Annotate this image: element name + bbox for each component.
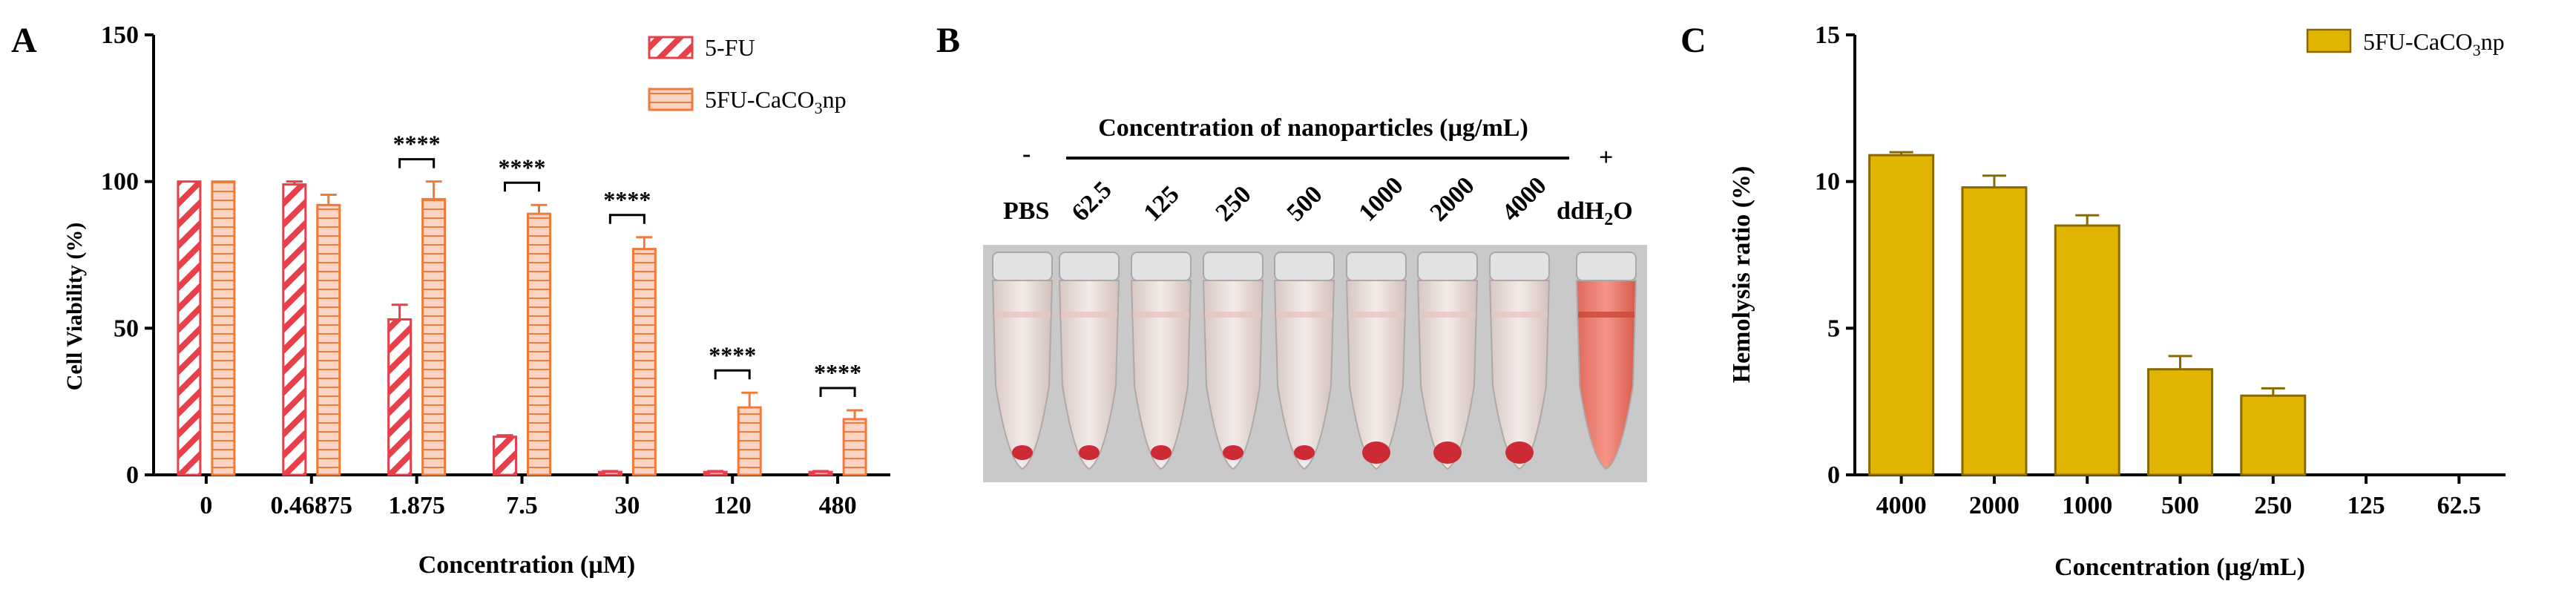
panel-b-letter: B — [936, 21, 960, 60]
bar-5fu-0 — [177, 180, 202, 476]
bar-5fu-caco3np-480 — [842, 418, 867, 476]
chart-a-xtick-label: 7.5 — [506, 492, 538, 519]
significance-label: **** — [709, 341, 756, 368]
bar-5fu-caco3np-0 — [211, 180, 236, 476]
tube-label-1000: 1000 — [1353, 171, 1408, 226]
bar-5fu-caco3np-7.5 — [527, 212, 551, 476]
chart-c-ytick-label: 5 — [1827, 315, 1840, 342]
tube-4000 — [1488, 252, 1551, 470]
chart-c-ytick-label: 0 — [1827, 462, 1840, 489]
bar-hemolysis-4000 — [1868, 154, 1935, 476]
bar-5fu-caco3np-0.46875 — [316, 203, 341, 476]
chart-a-xtick-label: 1.875 — [388, 492, 445, 519]
bar-hemolysis-500 — [2147, 368, 2213, 476]
tube-500 — [1273, 252, 1335, 470]
bar-5fu-1.875 — [387, 318, 413, 476]
significance-bracket — [714, 369, 751, 380]
chart-c-legend: 5FU-CaCO3np — [2306, 28, 2505, 59]
panel-b-minus: - — [1022, 140, 1031, 168]
chart-c-ytick-label: 10 — [1815, 168, 1840, 196]
legend-label-5fu-caco3np: 5FU-CaCO3np — [705, 86, 847, 117]
chart-a-ytick-label: 150 — [101, 22, 139, 49]
chart-a-ylabel: Cell Viability (%) — [62, 223, 87, 391]
tube-125 — [1130, 252, 1192, 470]
bar-5fu-caco3np-30 — [631, 248, 657, 476]
tube-label-62.5: 62.5 — [1066, 176, 1117, 226]
tube-label-500: 500 — [1281, 180, 1327, 226]
chart-c-ylabel: Hemolysis ratio (%) — [1728, 166, 1755, 384]
tube-pbs — [991, 252, 1054, 470]
chart-c-xtick-label: 2000 — [1969, 492, 2020, 519]
chart-a-xtick-label: 0.46875 — [271, 492, 353, 519]
tube-62.5 — [1058, 252, 1120, 470]
hemolysis-photo-panel: Concentration of nanoparticles (µg/mL) -… — [983, 114, 1647, 482]
bar-hemolysis-250 — [2240, 394, 2307, 476]
significance-label: **** — [393, 131, 441, 157]
panel-b-plus: + — [1599, 144, 1613, 171]
panel-b-ddh2o-label: ddH2O — [1557, 197, 1633, 229]
chart-c-xtick-label: 250 — [2254, 492, 2292, 519]
legend-swatch-c — [2306, 28, 2352, 53]
chart-a-xtick-label: 120 — [714, 492, 752, 519]
chart-a-ytick-label: 0 — [126, 462, 139, 489]
cell-viability-chart: Cell Viability (%) Concentration (µM) 0 5… — [62, 22, 890, 579]
significance-bracket — [819, 387, 856, 398]
panel-b-pbs-label: PBS — [1003, 197, 1049, 225]
chart-c-xlabel: Concentration (µg/mL) — [2054, 554, 2305, 581]
panel-c-letter: C — [1680, 21, 1706, 60]
significance-label: **** — [814, 359, 861, 386]
significance-bracket — [608, 214, 645, 224]
bar-5fu-0.46875 — [282, 183, 307, 476]
legend-label-5fu: 5-FU — [705, 34, 755, 61]
panel-a-letter: A — [11, 21, 37, 60]
chart-c-ytick-label: 15 — [1815, 22, 1840, 49]
chart-a-legend: 5-FU 5FU-CaCO3np — [648, 34, 847, 117]
chart-c-xtick-label: 4000 — [1876, 492, 1927, 519]
chart-c-xtick-label: 62.5 — [2437, 492, 2482, 519]
hemolysis-ratio-chart: Hemolysis ratio (%) Concentration (µg/mL… — [1728, 22, 2506, 581]
legend-swatch-5fu-caco3np — [648, 88, 694, 111]
significance-label: **** — [603, 186, 651, 213]
bar-5fu-caco3np-1.875 — [421, 197, 447, 476]
bar-5fu-480 — [808, 470, 833, 476]
chart-a-xtick-label: 480 — [819, 492, 857, 519]
significance-label: **** — [499, 154, 546, 180]
tube-2000 — [1416, 252, 1479, 470]
legend-label-c: 5FU-CaCO3np — [2363, 28, 2505, 59]
chart-a-ytick-label: 100 — [101, 168, 139, 196]
chart-a-xtick-label: 30 — [614, 492, 640, 519]
bar-5fu-caco3np-120 — [737, 406, 762, 476]
chart-a-ytick-label: 50 — [114, 315, 139, 342]
chart-c-xtick-label: 500 — [2161, 492, 2199, 519]
panel-b-header: Concentration of nanoparticles (µg/mL) — [1098, 114, 1528, 142]
significance-bracket — [504, 181, 540, 192]
legend-swatch-5fu — [648, 36, 694, 59]
bar-5fu-7.5 — [493, 436, 517, 476]
bar-5fu-30 — [597, 470, 622, 476]
tube-1000 — [1345, 252, 1407, 470]
bar-hemolysis-2000 — [1961, 186, 2028, 476]
tube-label-125: 125 — [1138, 180, 1184, 226]
chart-a-xtick-label: 0 — [200, 492, 212, 519]
tube-label-2000: 2000 — [1425, 171, 1479, 226]
bar-5fu-120 — [703, 470, 728, 476]
tube-250 — [1202, 252, 1264, 470]
bar-hemolysis-1000 — [2054, 224, 2120, 476]
significance-bracket — [398, 158, 436, 168]
tube-label-4000: 4000 — [1496, 171, 1551, 226]
chart-c-xtick-label: 125 — [2347, 492, 2385, 519]
chart-c-xtick-label: 1000 — [2062, 492, 2112, 519]
tube-label-250: 250 — [1210, 180, 1256, 226]
tube-ddh2o — [1575, 252, 1637, 470]
chart-a-xlabel: Concentration (µM) — [418, 551, 635, 579]
